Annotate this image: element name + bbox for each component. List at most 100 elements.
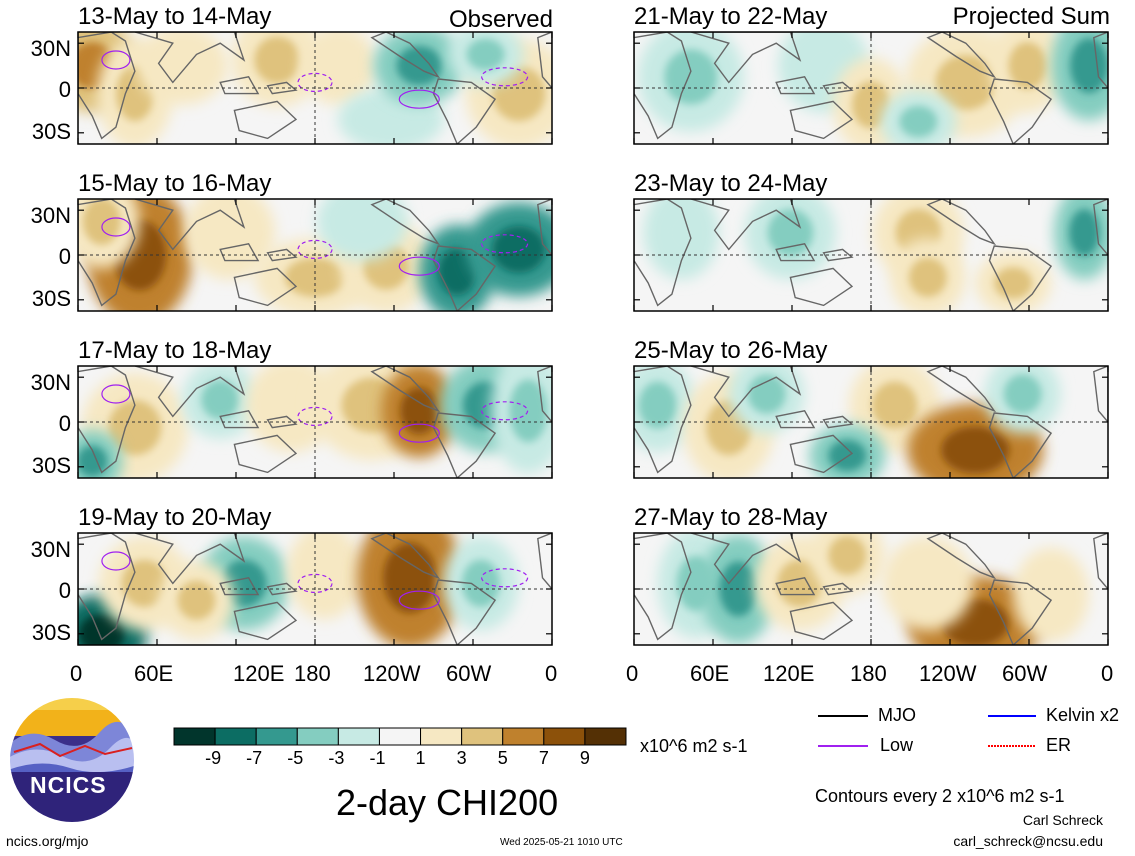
coastline — [78, 199, 136, 307]
coastline — [78, 533, 136, 641]
anomaly-core — [767, 209, 814, 257]
coastline — [219, 76, 260, 95]
colorbar-swatch — [378, 727, 422, 746]
coastline — [690, 199, 802, 251]
observed-label: Observed — [448, 6, 553, 33]
low-contour — [481, 568, 529, 588]
anomaly-core — [1070, 38, 1108, 94]
panel-title-right-3: 25-May to 26-May — [634, 337, 828, 364]
colorbar-swatch — [420, 727, 463, 746]
anomaly-core — [994, 267, 1033, 299]
legend-lines — [818, 715, 1036, 747]
lat-label-30s: 30S — [31, 286, 71, 311]
coastline — [233, 601, 298, 641]
low-contour — [481, 401, 529, 421]
coastline — [1093, 366, 1108, 424]
low-contour — [398, 423, 440, 443]
anomaly-core — [400, 387, 439, 435]
colorbar-swatch — [173, 727, 216, 746]
anomaly-core — [466, 38, 505, 71]
colorbar-swatch — [214, 727, 257, 746]
colorbar-swatch — [543, 727, 586, 746]
anomaly-core — [82, 199, 121, 245]
coastline — [266, 415, 298, 429]
anomaly-core — [383, 542, 437, 614]
coastline — [266, 582, 298, 596]
low-contour — [297, 406, 333, 426]
anomaly-core — [206, 209, 253, 257]
coastline — [78, 32, 136, 140]
ncics-logo — [8, 696, 136, 824]
colorbar-swatch — [337, 727, 380, 746]
legend-low: Low — [880, 735, 914, 755]
coastline — [370, 366, 441, 413]
lon-label-0: 0 — [545, 661, 558, 686]
anomaly-core — [871, 381, 918, 429]
anomaly-core — [638, 381, 677, 429]
map-panel — [77, 365, 553, 479]
coastline — [988, 412, 1053, 478]
lon-label-0: 0 — [70, 661, 83, 686]
coastline — [775, 243, 816, 262]
projected-label: Projected Sum — [952, 3, 1110, 30]
anomaly-core — [121, 559, 168, 607]
coastline — [1093, 199, 1108, 257]
lon-label-0: 0 — [1101, 661, 1114, 686]
coastline — [775, 410, 816, 429]
colorbar-tick-label: 3 — [456, 748, 467, 768]
coastline — [432, 412, 497, 478]
coastline — [266, 81, 298, 95]
anomaly-core — [438, 248, 477, 296]
panel-title-right-2: 23-May to 24-May — [634, 170, 828, 197]
coastline — [233, 434, 298, 474]
lon-label-60w: 60W — [446, 661, 492, 686]
anomaly-core — [177, 580, 216, 620]
coastline — [134, 199, 246, 251]
colorbar-swatch — [461, 727, 504, 746]
coastline — [789, 100, 854, 140]
coastline — [537, 533, 552, 591]
footer-email: carl_schreck@ncsu.edu — [953, 833, 1103, 849]
anomaly-core — [905, 559, 951, 607]
panel-title-left-1: 13-May to 14-May — [78, 3, 272, 30]
lon-label-120w: 120W — [919, 661, 977, 686]
map-panel — [633, 31, 1109, 145]
low-contour — [398, 590, 440, 610]
coastline — [789, 434, 854, 474]
coastline — [537, 366, 552, 424]
lat-label-30n: 30N — [30, 203, 71, 228]
lat-label-30s: 30S — [31, 620, 71, 645]
legend-mjo: MJO — [878, 705, 916, 725]
low-contour — [481, 67, 529, 87]
colorbar-swatch — [502, 727, 545, 746]
anomaly-core — [201, 380, 240, 420]
low-contour — [101, 217, 131, 237]
lat-label-30s: 30S — [31, 453, 71, 478]
coastline — [634, 199, 692, 307]
coastline — [822, 582, 854, 596]
coastline — [988, 78, 1053, 144]
lat-label-30n: 30N — [30, 537, 71, 562]
legend-kelvin: Kelvin x2 — [1046, 705, 1120, 725]
coastline — [926, 32, 997, 79]
anomaly-core — [396, 46, 443, 86]
coastline — [134, 533, 246, 585]
coastline — [634, 32, 692, 140]
coastline — [775, 76, 816, 95]
lon-label-180: 180 — [850, 661, 887, 686]
coastline — [926, 366, 997, 413]
coastline — [789, 267, 854, 307]
coastline — [134, 32, 246, 84]
coastline — [988, 579, 1053, 645]
coastline — [432, 245, 497, 311]
map-panel — [633, 198, 1109, 312]
coastline — [219, 410, 260, 429]
low-contour — [297, 239, 333, 259]
coastline — [432, 579, 497, 645]
lat-label-eq: 0 — [58, 411, 71, 436]
coastline — [789, 601, 854, 641]
map-panel — [77, 532, 553, 646]
anomaly-core — [828, 439, 867, 472]
anomaly-core — [492, 225, 546, 273]
coastline — [822, 415, 854, 429]
